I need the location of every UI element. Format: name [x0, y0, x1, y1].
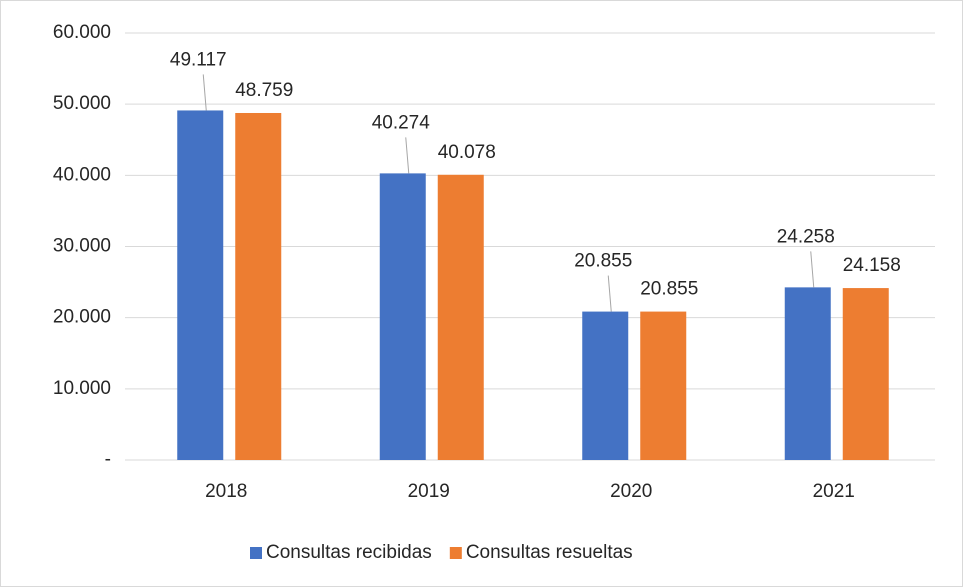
data-label: 40.274 — [372, 112, 431, 133]
legend-label: Consultas recibidas — [266, 542, 432, 563]
y-tick-label: - — [105, 449, 111, 470]
bar — [842, 288, 889, 460]
bar — [784, 287, 831, 460]
x-tick-label: 2020 — [610, 481, 652, 502]
x-tick-label: 2018 — [205, 481, 247, 502]
data-label: 24.158 — [843, 255, 901, 276]
bar — [235, 112, 282, 461]
leader-line — [202, 74, 207, 111]
x-tick-label: 2021 — [813, 481, 855, 502]
x-tick-label: 2019 — [408, 481, 450, 502]
bar — [379, 173, 426, 460]
y-tick-label: 60.000 — [53, 22, 111, 43]
legend-label: Consultas resueltas — [466, 542, 633, 563]
y-tick-label: 10.000 — [53, 378, 111, 399]
bar — [177, 110, 224, 460]
data-label: 24.258 — [777, 226, 835, 247]
leader-line — [607, 275, 612, 312]
y-tick-label: 50.000 — [53, 93, 111, 114]
bar — [582, 311, 629, 460]
leader-line — [810, 251, 815, 288]
data-label: 48.759 — [235, 80, 293, 101]
y-tick-label: 20.000 — [53, 307, 111, 328]
legend-swatch — [250, 547, 262, 559]
y-tick-label: 40.000 — [53, 164, 111, 185]
bar — [437, 174, 484, 460]
y-tick-label: 30.000 — [53, 236, 111, 257]
data-label: 40.078 — [438, 142, 496, 163]
data-label: 49.117 — [170, 49, 227, 70]
data-label: 20.855 — [640, 279, 698, 300]
data-label: 20.855 — [574, 251, 632, 272]
leader-line — [405, 137, 410, 174]
legend-swatch — [449, 547, 462, 559]
bar — [640, 311, 687, 460]
